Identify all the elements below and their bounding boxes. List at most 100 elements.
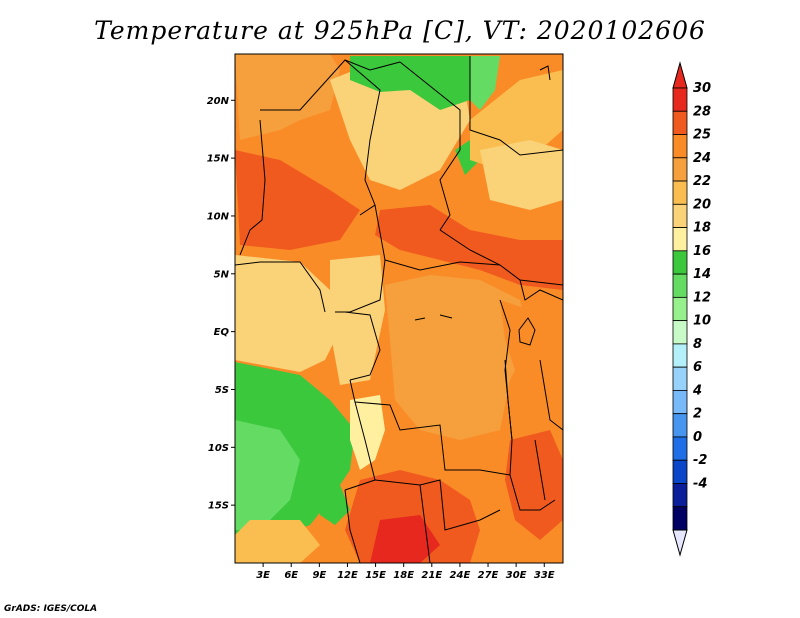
field-green-east: [470, 56, 500, 110]
border-chad-libya: [399, 61, 461, 231]
plot-frame: [234, 53, 564, 564]
colorbar-swatch: [672, 157, 688, 182]
border-west-africa: [239, 119, 266, 256]
colorbar-swatch: [672, 180, 688, 205]
lon-tick-label: 9E: [312, 570, 326, 581]
colorbar-swatch: [672, 87, 688, 112]
lake-outline-victoria: [518, 317, 536, 346]
field-east-hot: [505, 430, 563, 540]
field-atlantic-south-yellow: [235, 520, 320, 563]
colorbar-swatch: [672, 483, 688, 508]
border-angola-coast: [344, 401, 376, 491]
colorbar-swatch: [672, 413, 688, 438]
border-niger: [344, 59, 381, 216]
field-sahara-green: [350, 56, 470, 110]
colorbar-label: 10: [693, 314, 711, 329]
lon-tick-label: 30E: [506, 570, 527, 581]
colorbar-swatch: [672, 296, 688, 322]
lat-tick-label: 15N: [207, 154, 230, 165]
colorbar-label: 18: [693, 221, 711, 236]
colorbar-label: 30: [693, 81, 711, 96]
colorbar-label: -4: [693, 476, 707, 491]
colorbar-label: 25: [693, 128, 711, 143]
border-namibia-coast: [344, 489, 361, 563]
colorbar-label: 6: [693, 360, 702, 375]
lake-outline-malawi: [534, 439, 546, 501]
longitude-axis: 3E 6E 9E 12E 15E 18E 21E 24E 27E 30E 33E: [256, 563, 555, 581]
lon-tick-label: 24E: [450, 570, 471, 581]
field-green-patch-south: [318, 485, 350, 525]
colorbar-label: 14: [693, 267, 711, 282]
latitude-axis: 20N 15N 10N 5N EQ 5S 10S 15S: [207, 96, 235, 512]
country-borders: [235, 56, 563, 563]
lat-tick-label: 10N: [207, 211, 230, 222]
border-coast-ne: [539, 65, 551, 81]
colorbar-label: 16: [693, 244, 711, 259]
field-cameroon-gabon: [330, 255, 385, 385]
grads-credit: GrADS: IGES/COLA: [4, 604, 98, 614]
colorbar-label: 2: [693, 407, 702, 422]
colorbar-label: 20: [693, 197, 711, 212]
lake-outline-congo: [414, 314, 453, 321]
field-angola-coast: [350, 395, 385, 470]
lat-tick-label: 5N: [214, 269, 230, 280]
colorbar-label: 28: [693, 104, 711, 119]
field-gulf-coast: [235, 255, 340, 372]
colorbar-swatch: [672, 390, 688, 415]
lat-tick-label: 15S: [208, 501, 229, 512]
field-southern-hottest: [370, 515, 440, 563]
lat-tick-label: 5S: [215, 385, 229, 396]
field-congo-basin: [385, 275, 530, 440]
colorbar-label: 12: [693, 290, 711, 305]
colorbar-label: 24: [693, 151, 711, 166]
colorbar-swatch: [672, 134, 688, 159]
field-north-west: [235, 54, 340, 140]
field-atlantic-light-green: [235, 420, 300, 530]
colorbar-bottom-arrow: [672, 529, 688, 557]
colorbar-swatch: [672, 320, 688, 345]
lon-tick-label: 6E: [284, 570, 298, 581]
lon-tick-label: 27E: [478, 570, 499, 581]
colorbar-label: -2: [693, 453, 707, 468]
colorbar-swatch: [672, 343, 688, 368]
border-zambia-zimbabwe: [479, 469, 556, 511]
colorbar-swatch: [672, 459, 688, 484]
colorbar-swatch: [672, 203, 688, 228]
colorbar-swatch: [672, 227, 688, 252]
colorbar-swatch: [672, 366, 688, 391]
border-car: [384, 259, 501, 271]
lon-tick-label: 15E: [365, 570, 386, 581]
colorbar-top-arrow: [672, 61, 688, 89]
border-gabon-congo: [344, 311, 381, 381]
lat-tick-label: EQ: [214, 327, 230, 338]
field-west-africa-hot: [235, 150, 360, 250]
colorbar-label: 4: [692, 383, 702, 398]
lat-tick-label: 20N: [207, 96, 230, 107]
colorbar-swatch: [672, 273, 688, 298]
lon-tick-label: 21E: [421, 570, 442, 581]
border-namibia-botswana: [419, 484, 431, 563]
colorbar-swatch: [672, 506, 688, 531]
colorbar-label: 0: [693, 430, 702, 445]
border-tanzania: [539, 359, 563, 431]
field-central-hot-band: [375, 205, 563, 290]
colorbar-swatch: [672, 110, 688, 135]
map-title: Temperature at 925hPa [C], VT: 202010260…: [94, 16, 706, 45]
colorbar-swatch: [672, 250, 688, 275]
temperature-field: [235, 54, 563, 563]
border-angola-zambia: [374, 479, 501, 531]
border-uganda-kenya: [519, 279, 563, 301]
lon-tick-label: 3E: [256, 570, 270, 581]
colorbar-label: 22: [693, 174, 711, 189]
lon-tick-label: 18E: [393, 570, 414, 581]
lon-tick-label: 12E: [337, 570, 358, 581]
border-sudan-egypt: [469, 56, 563, 156]
border-drc-east: [499, 299, 513, 476]
colorbar-label: 8: [693, 337, 702, 352]
colorbar-swatch: [672, 436, 688, 461]
lon-tick-label: 33E: [534, 570, 555, 581]
border-nigeria-coast: [235, 261, 326, 313]
lat-tick-label: 10S: [208, 443, 229, 454]
